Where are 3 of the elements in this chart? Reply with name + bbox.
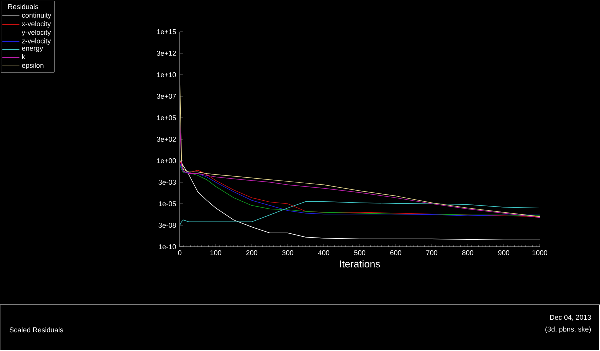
line-series	[180, 74, 540, 218]
x-axis-title: Iterations	[340, 260, 380, 268]
line-series	[180, 118, 540, 218]
